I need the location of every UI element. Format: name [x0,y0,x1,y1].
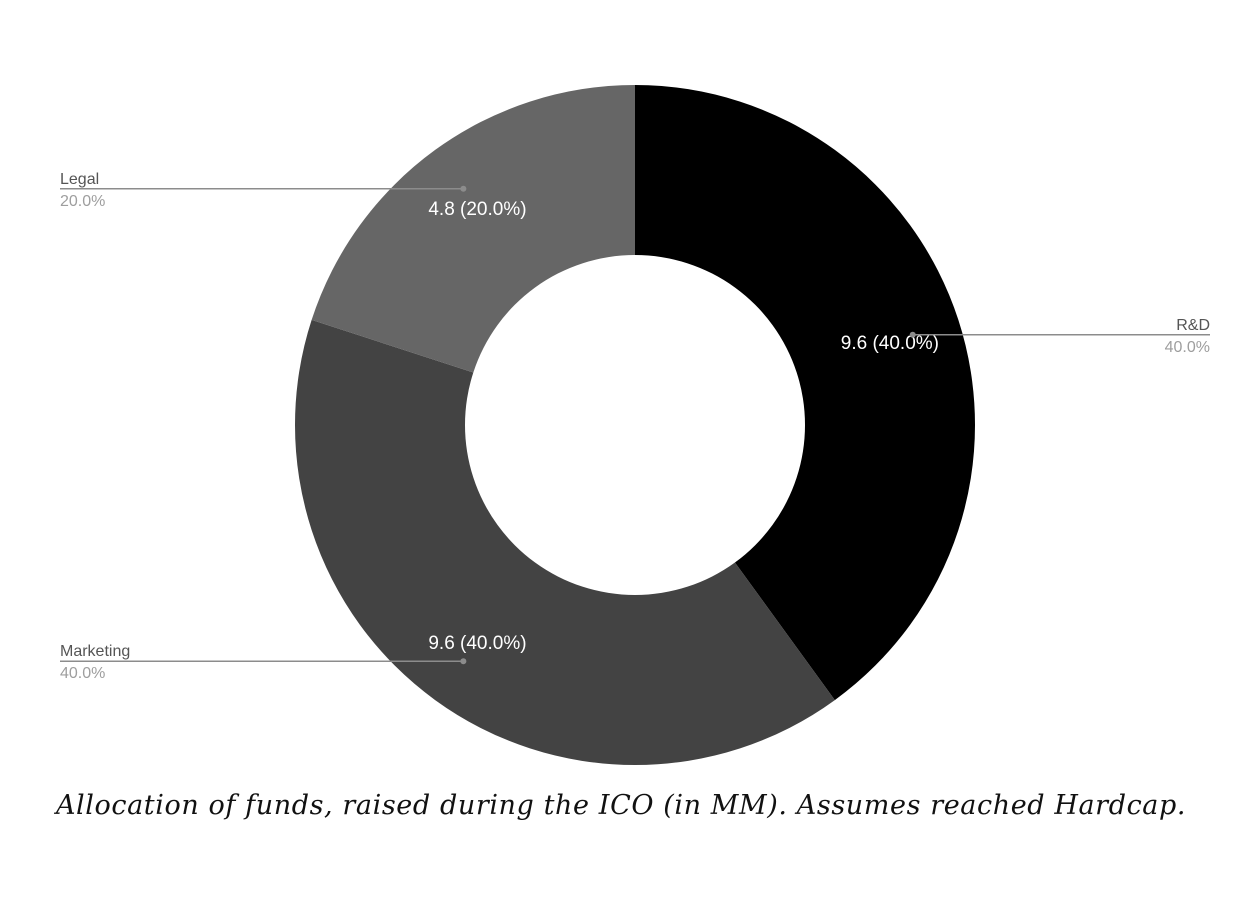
callout-percent-marketing: 40.0% [60,665,105,682]
slice-value-label-r-d: 9.6 (40.0%) [841,333,939,354]
callout-percent-r-d: 40.0% [1165,339,1210,356]
callout-label-legal: Legal [60,171,99,188]
slice-r-d [635,85,976,701]
donut-chart: 9.6 (40.0%) 9.6 (40.0%) 4.8 (20.0%) R&D 40.… [60,85,1210,766]
callout-label-r-d: R&D [1176,317,1210,334]
figure-caption: Allocation of funds, raised during the I… [55,790,1187,821]
slice-value-label-legal: 4.8 (20.0%) [428,199,526,220]
slice-legal [311,85,635,373]
callout-label-marketing: Marketing [60,643,130,660]
slice-value-label-marketing: 9.6 (40.0%) [428,633,526,654]
slice-marketing [294,319,835,766]
callout-percent-legal: 20.0% [60,193,105,210]
